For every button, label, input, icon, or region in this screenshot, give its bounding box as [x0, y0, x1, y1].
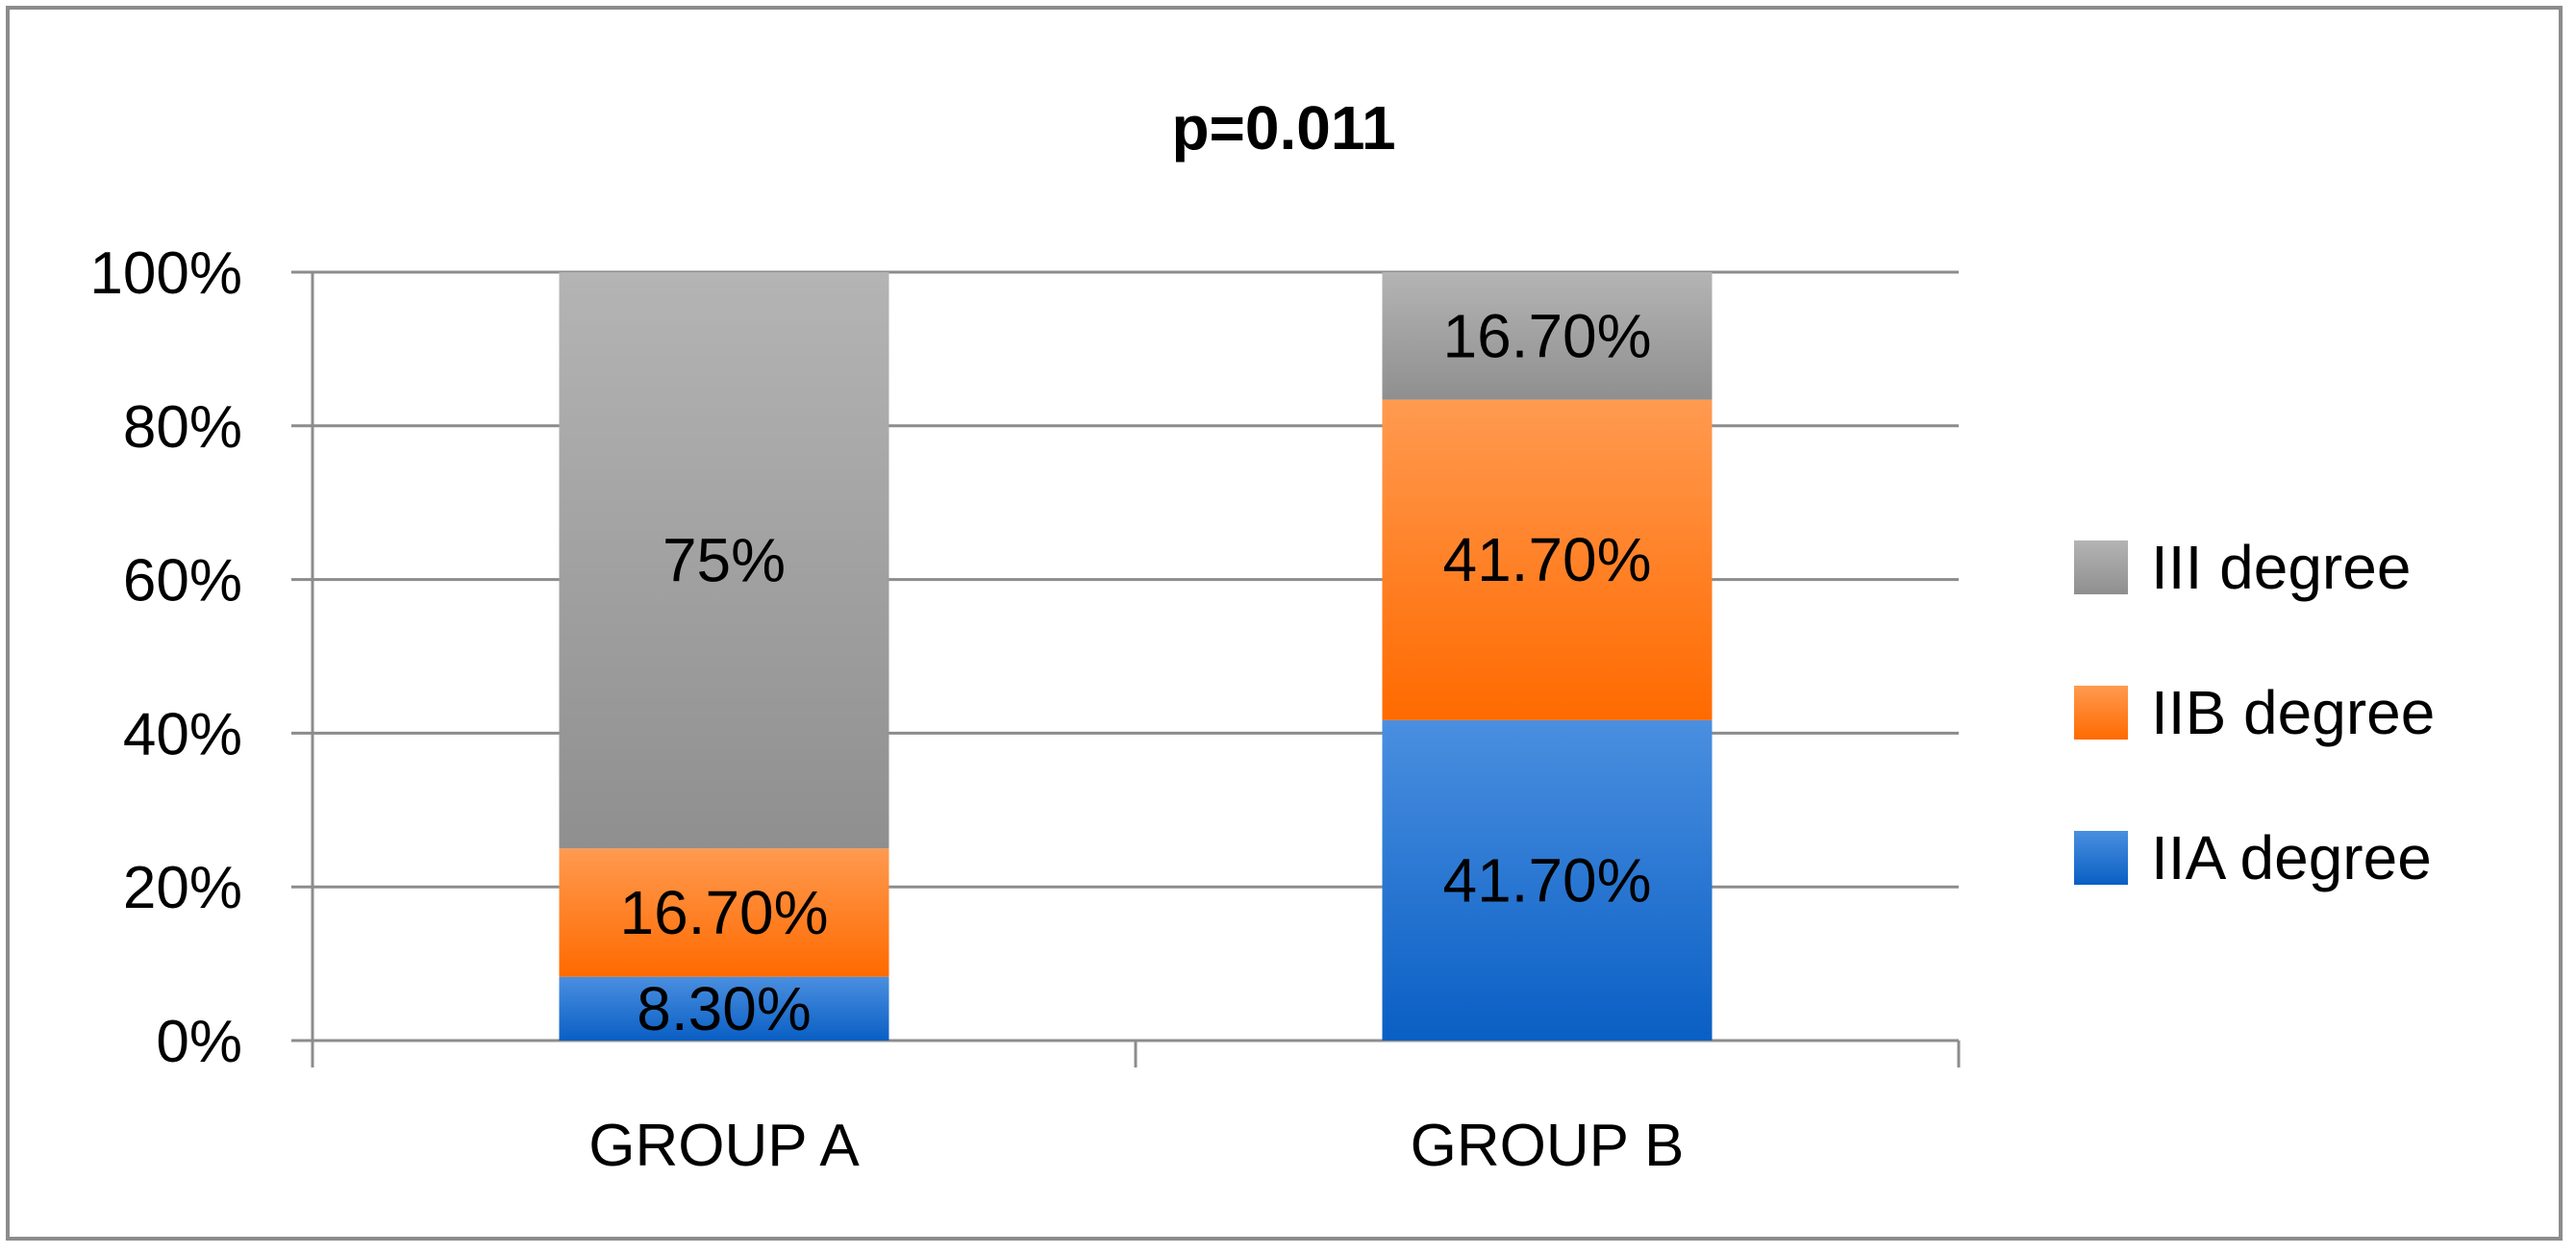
- x-category-label: GROUP B: [1411, 1113, 1685, 1179]
- legend-swatch: [2074, 831, 2128, 885]
- y-tick-label: 20%: [123, 855, 242, 921]
- legend-swatch: [2074, 540, 2128, 594]
- bar-segment: [1382, 719, 1713, 1041]
- bar-segment: [559, 848, 889, 977]
- bars: [559, 272, 1713, 1041]
- legend-label: IIA degree: [2151, 823, 2432, 892]
- data-label: 41.70%: [1442, 525, 1651, 594]
- data-labels: 8.30% 16.70% 75% 41.70% 41.70% 16.70%: [619, 301, 1651, 1043]
- bar-segment: [1382, 272, 1713, 400]
- legend-label: IIB degree: [2151, 678, 2435, 747]
- y-tick-label: 0%: [156, 1009, 242, 1075]
- x-category-label: GROUP A: [588, 1113, 860, 1179]
- legend: III degree IIB degree IIA degree: [2074, 533, 2435, 892]
- data-label: 16.70%: [1442, 301, 1651, 370]
- y-tick-label: 80%: [123, 394, 242, 461]
- data-label: 16.70%: [619, 878, 828, 947]
- chart-frame: [6, 6, 2563, 1241]
- bar-segment: [559, 272, 889, 849]
- bar-segment: [1382, 399, 1713, 720]
- data-label: 75%: [663, 526, 786, 595]
- data-label: 8.30%: [637, 974, 811, 1043]
- legend-label: III degree: [2151, 533, 2411, 602]
- legend-swatch: [2074, 686, 2128, 740]
- bar-segment: [559, 976, 889, 1041]
- y-tick-label: 60%: [123, 548, 242, 615]
- data-label: 41.70%: [1442, 845, 1651, 915]
- axes: 0% 20% 40% 60% 80% 100% GROUP A GROUP B: [89, 240, 1961, 1179]
- chart-title: p=0.011: [1171, 93, 1395, 163]
- y-tick-label: 40%: [123, 701, 242, 767]
- y-tick-label: 100%: [89, 240, 242, 307]
